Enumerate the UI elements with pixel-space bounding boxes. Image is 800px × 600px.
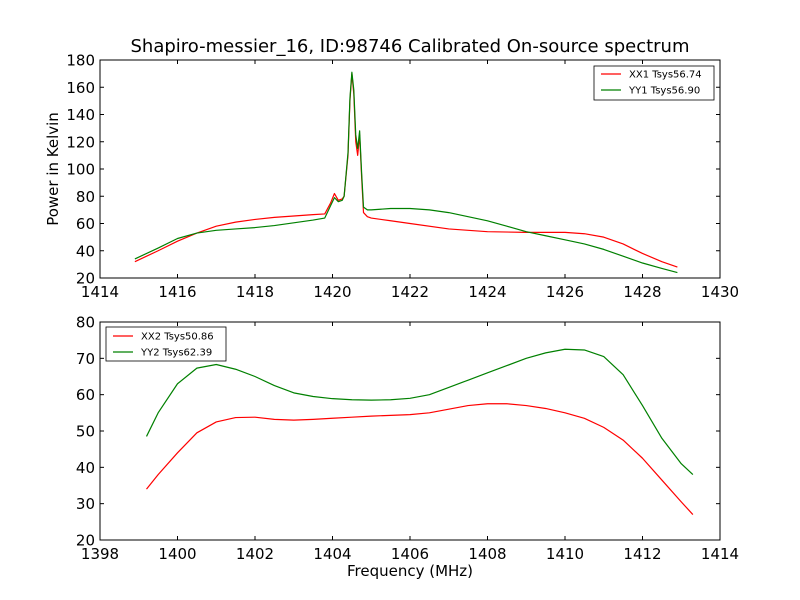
top-x-tick-label: 1430 [701, 283, 739, 301]
bottom-legend-label-xx2: XX2 Tsys50.86 [141, 332, 214, 343]
top-y-tick-label: 120 [66, 133, 95, 151]
top-legend: XX1 Tsys56.74 YY1 Tsys56.90 [593, 65, 715, 101]
bottom-x-tick-label: 1398 [81, 545, 119, 563]
top-y-tick-labels: 20 40 60 80 100 120 140 160 180 [66, 52, 95, 288]
top-x-tick-labels: 1414 1416 1418 1420 1422 1424 1426 1428 1430 [81, 283, 739, 301]
top-legend-label-yy1: YY1 Tsys56.90 [628, 86, 700, 97]
bottom-x-tick-label: 1400 [158, 545, 196, 563]
top-y-tick-label: 100 [66, 161, 95, 179]
top-plot-frame [99, 59, 721, 279]
bottom-x-tick-label: 1410 [546, 545, 584, 563]
bottom-plot-frame [99, 321, 721, 541]
top-y-tick-label: 80 [76, 188, 95, 206]
bottom-x-tick-label: 1406 [391, 545, 429, 563]
top-x-tick-label: 1428 [623, 283, 661, 301]
bottom-x-tick-label: 1402 [236, 545, 274, 563]
top-x-tick-label: 1416 [158, 283, 196, 301]
bottom-y-tick-label: 60 [76, 386, 95, 404]
bottom-y-tick-label: 80 [76, 314, 95, 332]
bottom-series-line-xx [146, 403, 694, 515]
top-x-tick-label: 1414 [81, 283, 119, 301]
top-x-tick-label: 1420 [313, 283, 351, 301]
top-x-tick-label: 1422 [391, 283, 429, 301]
bottom-y-tick-label: 50 [76, 423, 95, 441]
bottom-series-lines [145, 348, 694, 515]
bottom-y-tick-label: 30 [76, 495, 95, 513]
bottom-plot: 1398 1400 1402 1404 1406 1408 1410 1412 1414 20 3… [76, 314, 739, 581]
figure-title: Shapiro-messier_16, ID:98746 Calibrated … [130, 36, 689, 57]
bottom-x-axis-label: Frequency (MHz) [347, 562, 473, 580]
bottom-y-tick-labels: 20 30 40 50 60 70 80 [76, 314, 95, 550]
bottom-x-tick-labels: 1398 1400 1402 1404 1406 1408 1410 1412 1414 [81, 545, 739, 563]
top-y-tick-label: 140 [66, 106, 95, 124]
top-x-tick-label: 1418 [236, 283, 274, 301]
bottom-y-tick-label: 40 [76, 459, 95, 477]
bottom-y-tick-label: 70 [76, 350, 95, 368]
bottom-x-tick-label: 1408 [468, 545, 506, 563]
top-legend-label-xx1: XX1 Tsys56.74 [629, 70, 702, 81]
top-x-tick-label: 1424 [468, 283, 506, 301]
bottom-x-tick-label: 1404 [313, 545, 351, 563]
bottom-legend-label-yy2: YY2 Tsys62.39 [140, 348, 212, 359]
bottom-x-tick-label: 1412 [623, 545, 661, 563]
top-y-tick-label: 40 [76, 242, 95, 260]
top-y-tick-label: 160 [66, 79, 95, 97]
bottom-y-tick-label: 20 [76, 532, 95, 550]
top-legend-box [593, 65, 715, 101]
top-plot: 1414 1416 1418 1420 1422 1424 1426 1428 1430 20 4… [44, 52, 739, 302]
top-x-tick-label: 1426 [546, 283, 584, 301]
top-y-tick-label: 180 [66, 52, 95, 70]
top-series-lines [134, 71, 678, 274]
bottom-series-line-yy [145, 348, 694, 476]
bottom-legend-box [105, 326, 227, 362]
top-y-tick-label: 60 [76, 215, 95, 233]
top-y-tick-label: 20 [76, 270, 95, 288]
top-y-axis-label: Power in Kelvin [44, 112, 62, 226]
top-series-line-yy [134, 71, 678, 274]
bottom-legend: XX2 Tsys50.86 YY2 Tsys62.39 [105, 326, 227, 362]
bottom-x-tick-label: 1414 [701, 545, 739, 563]
